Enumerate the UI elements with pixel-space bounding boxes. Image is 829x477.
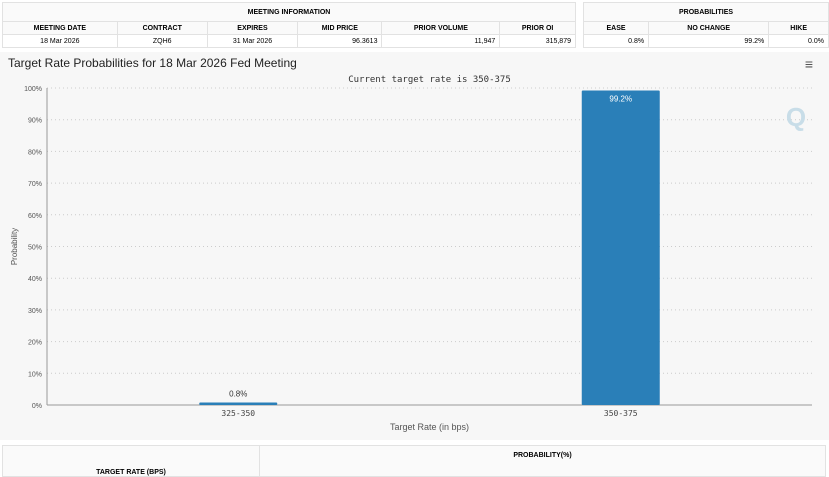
meeting-date: 18 Mar 2026 — [2, 34, 118, 48]
col-mid-price: MID PRICE — [297, 21, 383, 35]
hamburger-menu-icon[interactable]: ≡ — [804, 56, 813, 72]
y-tick-label: 70% — [28, 181, 42, 188]
meeting-info-table: MEETING INFORMATION MEETING DATE CONTRACT… — [2, 2, 576, 48]
col-meeting-date: MEETING DATE — [2, 21, 118, 35]
col-prior-volume: PRIOR VOLUME — [381, 21, 501, 35]
chart-title: Target Rate Probabilities for 18 Mar 202… — [8, 56, 297, 70]
prior-volume: 11,947 — [381, 34, 501, 48]
col-probability: PROBABILITY(%) — [259, 445, 826, 477]
mid-price: 96.3613 — [297, 34, 383, 48]
y-tick-label: 90% — [28, 118, 42, 125]
y-tick-label: 50% — [28, 245, 42, 252]
bar-chart: Current target rate is 350-375 0% 10% 20% 30… — [10, 75, 812, 432]
col-hike: HIKE — [768, 21, 829, 35]
no-change-value: 99.2% — [648, 34, 770, 48]
y-tick-label: 30% — [28, 308, 42, 315]
y-tick-label: 40% — [28, 276, 42, 283]
y-axis-title: Probability — [10, 228, 19, 265]
col-no-change: NO CHANGE — [648, 21, 770, 35]
y-tick-label: 10% — [28, 371, 42, 378]
col-target-rate: TARGET RATE (BPS) — [2, 445, 260, 477]
expires: 31 Mar 2026 — [206, 34, 299, 48]
x-tick-label: 325-350 — [221, 409, 255, 418]
watermark-logo: Q — [786, 102, 806, 132]
probabilities-header: PROBABILITIES — [583, 2, 829, 22]
y-tick-label: 20% — [28, 340, 42, 347]
chart-subtitle: Current target rate is 350-375 — [348, 75, 511, 85]
ease-value: 0.8% — [582, 34, 650, 48]
probabilities-table: PROBABILITIES EASE NO CHANGE HIKE 0.8% 99.2… — [582, 2, 829, 48]
col-contract: CONTRACT — [116, 21, 208, 35]
bottom-table: TARGET RATE (BPS) PROBABILITY(%) — [2, 445, 826, 477]
meeting-info-header: MEETING INFORMATION — [2, 2, 576, 22]
x-tick-label: 350-375 — [604, 409, 638, 418]
y-tick-label: 80% — [28, 149, 42, 156]
col-ease: EASE — [582, 21, 650, 35]
chart-panel: Target Rate Probabilities for 18 Mar 202… — [0, 52, 829, 440]
bar-350-375 — [581, 90, 660, 405]
data-label: 99.2% — [609, 95, 632, 104]
y-tick-label: 60% — [28, 213, 42, 220]
y-tick-label: 0% — [32, 403, 42, 410]
data-label: 0.8% — [229, 389, 247, 398]
x-axis-title: Target Rate (in bps) — [390, 422, 469, 432]
y-tick-label: 100% — [24, 86, 42, 93]
prior-oi: 315,879 — [499, 34, 576, 48]
col-prior-oi: PRIOR OI — [499, 21, 576, 35]
col-expires: EXPIRES — [206, 21, 299, 35]
contract: ZQH6 — [116, 34, 208, 48]
bar-325-350 — [199, 402, 278, 405]
hike-value: 0.0% — [768, 34, 829, 48]
